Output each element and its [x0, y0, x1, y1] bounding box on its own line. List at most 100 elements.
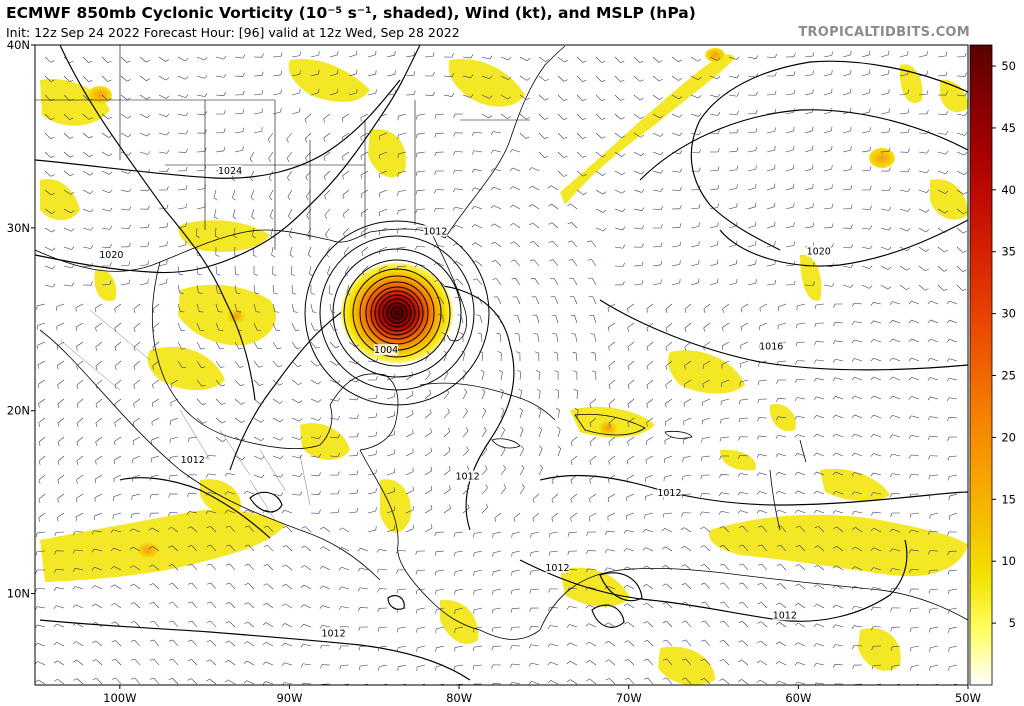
wind-barb	[305, 151, 312, 162]
wind-barb	[360, 170, 369, 179]
wind-barb	[130, 658, 141, 666]
wind-barb	[130, 512, 141, 519]
colorbar-scale	[969, 44, 993, 686]
wind-barb	[111, 640, 122, 647]
wind-barb	[509, 204, 521, 210]
wind-barb	[111, 602, 122, 609]
wind-barb	[443, 408, 450, 419]
wind-barb	[681, 512, 692, 517]
wind-barb	[492, 550, 502, 557]
wind-barb	[861, 265, 873, 269]
wind-barb	[633, 132, 645, 138]
wind-barb	[889, 473, 901, 478]
wind-barb	[471, 224, 483, 229]
wind-barb	[262, 622, 274, 628]
wind-barb	[766, 108, 777, 115]
wind-barb	[719, 678, 730, 685]
wind-barb	[690, 94, 702, 99]
wind-barb	[76, 474, 84, 484]
wind-barb	[376, 549, 388, 553]
wind-barb	[851, 339, 863, 344]
wind-barb	[416, 664, 426, 671]
wind-barb	[63, 170, 74, 177]
wind-barb	[262, 681, 274, 685]
isobar-label-bg	[772, 609, 797, 621]
wind-barb	[908, 454, 920, 459]
wind-barb	[377, 645, 388, 652]
wind-barb	[908, 529, 920, 534]
wind-barb	[643, 640, 654, 647]
wind-barb	[871, 626, 882, 631]
wind-barb	[585, 660, 597, 666]
wind-barb	[516, 351, 521, 362]
wind-barb	[215, 341, 224, 350]
wind-barb	[133, 303, 141, 313]
wind-barb	[454, 645, 464, 652]
wind-barb	[889, 568, 901, 572]
wind-barb	[756, 679, 768, 685]
wind-barb	[737, 679, 749, 685]
wind-barb	[956, 72, 967, 77]
wind-barb	[813, 396, 825, 401]
wind-barb	[500, 56, 512, 61]
wind-barb	[623, 548, 635, 552]
wind-barb	[756, 472, 768, 477]
wind-barb	[633, 75, 644, 82]
wind-barb	[187, 582, 198, 590]
wind-barb	[775, 453, 787, 457]
wind-barb	[310, 453, 322, 458]
wind-barb	[589, 436, 597, 447]
wind-barb	[76, 436, 84, 446]
wind-barb	[82, 170, 94, 176]
wind-barb	[397, 189, 407, 196]
wind-barb	[414, 263, 426, 268]
wind-barb	[76, 455, 84, 465]
wind-barb	[652, 113, 664, 119]
wind-barb	[149, 677, 160, 685]
vorticity-band	[658, 646, 715, 685]
wind-barb	[570, 436, 578, 447]
wind-barb	[120, 94, 131, 101]
wind-barb	[571, 333, 578, 343]
vorticity-band	[288, 59, 370, 102]
wind-barb	[253, 284, 259, 295]
wind-barb	[286, 132, 293, 143]
wind-barb	[833, 545, 844, 552]
wind-barb	[329, 489, 340, 495]
central-america	[359, 449, 541, 640]
wind-barb	[305, 189, 312, 200]
wind-barb	[510, 607, 521, 613]
wind-barb	[870, 357, 882, 362]
wind-barb	[928, 588, 939, 594]
wind-barb	[557, 445, 561, 457]
wind-barb	[870, 414, 882, 419]
wind-barb	[253, 360, 263, 368]
wind-barb	[880, 265, 892, 270]
wind-barb	[500, 388, 504, 400]
wind-barb	[554, 370, 559, 381]
wind-barb	[956, 227, 967, 234]
wind-barb	[325, 246, 331, 258]
wind-barb	[880, 50, 890, 58]
wind-barb	[899, 70, 909, 77]
wind-barb	[433, 207, 445, 212]
wind-barb	[608, 474, 616, 484]
wind-barb	[379, 208, 388, 217]
wind-barb	[367, 469, 377, 476]
wind-barb	[607, 512, 616, 521]
wind-barb	[948, 588, 958, 595]
wind-barb	[339, 664, 350, 670]
wind-barb	[861, 69, 871, 77]
wind-barb	[139, 260, 149, 267]
wind-barb	[500, 464, 506, 476]
wind-barb	[196, 56, 208, 61]
wind-barb	[306, 208, 312, 220]
wind-barb	[72, 549, 84, 554]
wind-barb	[424, 52, 435, 58]
wind-barb	[234, 322, 243, 331]
isobar-label-bg	[321, 627, 346, 639]
wind-barb	[832, 663, 844, 668]
wind-barb	[133, 379, 141, 389]
wind-barb	[82, 75, 93, 82]
wind-barb	[396, 607, 407, 613]
